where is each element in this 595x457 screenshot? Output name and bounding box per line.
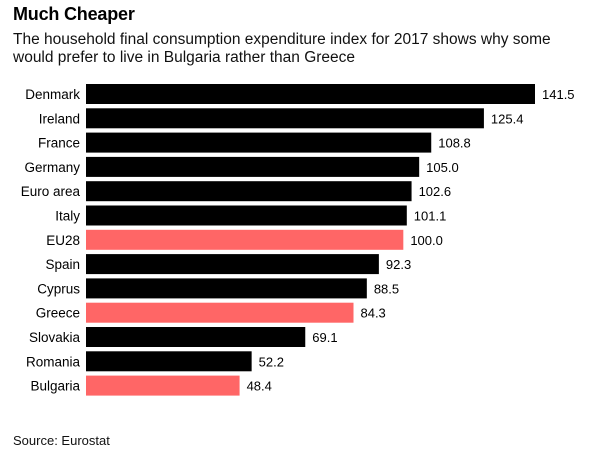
bar-italy xyxy=(86,205,407,226)
bar-cyprus xyxy=(86,278,367,299)
value-label-greece: 84.3 xyxy=(360,306,385,321)
category-label-france: France xyxy=(38,136,80,151)
category-label-romania: Romania xyxy=(26,354,81,369)
category-label-ireland: Ireland xyxy=(39,111,80,126)
value-label-romania: 52.2 xyxy=(259,354,284,369)
value-label-spain: 92.3 xyxy=(386,257,411,272)
category-label-slovakia: Slovakia xyxy=(29,330,81,345)
value-label-euro-area: 102.6 xyxy=(419,184,452,199)
bar-eu28 xyxy=(86,229,404,250)
bar-france xyxy=(86,132,432,153)
bars-group: Denmark 141.5 Ireland 125.4 France 108.8 Germa… xyxy=(21,84,575,396)
category-label-italy: Italy xyxy=(55,209,80,224)
category-label-spain: Spain xyxy=(45,257,80,272)
bar-chart: Denmark 141.5 Ireland 125.4 France 108.8 Germa… xyxy=(21,84,575,396)
chart-subtitle: The household final consumption expendit… xyxy=(13,31,551,66)
bar-romania xyxy=(86,351,252,372)
bar-bulgaria xyxy=(86,375,240,396)
category-label-euro-area: Euro area xyxy=(21,184,81,199)
category-label-greece: Greece xyxy=(36,306,80,321)
bar-germany xyxy=(86,156,420,177)
category-label-germany: Germany xyxy=(24,160,80,175)
category-label-cyprus: Cyprus xyxy=(37,281,80,296)
value-label-italy: 101.1 xyxy=(414,209,447,224)
bar-euro-area xyxy=(86,181,412,202)
value-label-denmark: 141.5 xyxy=(542,87,575,102)
value-label-eu28: 100.0 xyxy=(410,233,443,248)
category-label-bulgaria: Bulgaria xyxy=(30,379,80,394)
value-label-germany: 105.0 xyxy=(426,160,459,175)
value-label-slovakia: 69.1 xyxy=(312,330,337,345)
bar-spain xyxy=(86,254,379,275)
chart-title: Much Cheaper xyxy=(13,4,135,24)
bar-slovakia xyxy=(86,327,306,347)
category-label-denmark: Denmark xyxy=(25,87,80,102)
value-label-cyprus: 88.5 xyxy=(374,281,399,296)
bar-ireland xyxy=(86,108,484,129)
value-label-ireland: 125.4 xyxy=(491,111,524,126)
source-note: Source: Eurostat xyxy=(13,433,110,448)
value-label-france: 108.8 xyxy=(438,136,471,151)
bar-greece xyxy=(86,302,354,323)
category-label-eu28: EU28 xyxy=(46,233,80,248)
bar-denmark xyxy=(86,84,535,104)
value-label-bulgaria: 48.4 xyxy=(247,379,272,394)
